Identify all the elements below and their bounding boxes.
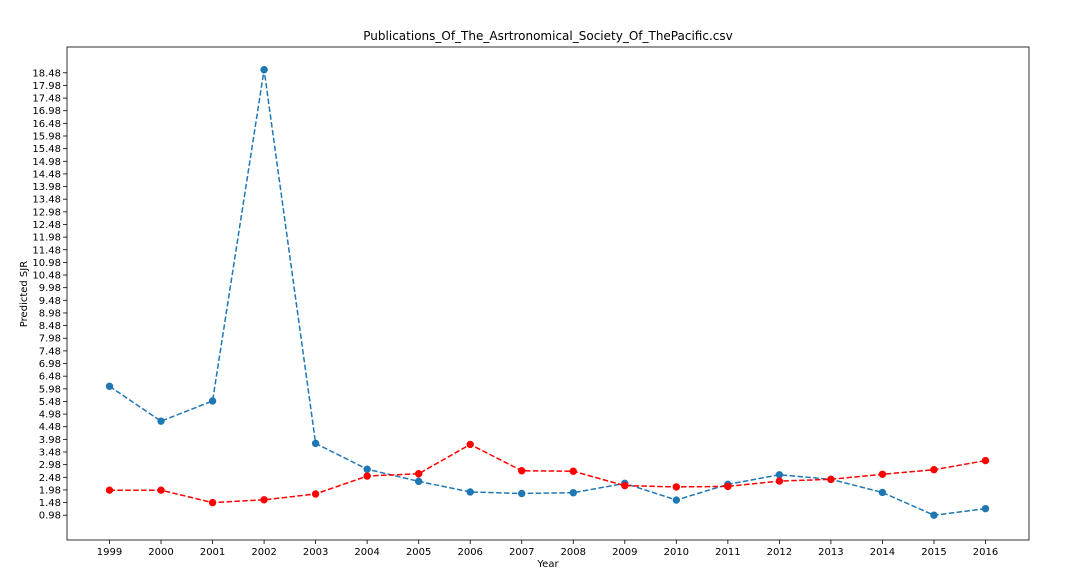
series-1-point [414, 477, 423, 486]
x-tick-label: 2012 [767, 547, 792, 558]
series-2-line [109, 443, 986, 504]
x-tick-label: 2016 [973, 547, 998, 558]
series-2-point [724, 482, 732, 491]
x-tick-label: 2008 [561, 547, 586, 558]
x-tick-label: 2010 [664, 547, 689, 558]
series-2-point [260, 496, 268, 504]
x-tick-label: 2006 [457, 547, 482, 558]
y-tick-label: 7.98 [39, 334, 61, 345]
y-tick-label: 2.48 [39, 473, 61, 484]
y-tick-label: 8.98 [39, 308, 61, 319]
y-tick-label: 9.48 [39, 296, 61, 307]
y-tick-label: 0.98 [39, 511, 61, 522]
series-layer [105, 66, 990, 519]
y-tick-label: 11.48 [32, 245, 61, 256]
series-1-point [981, 504, 990, 513]
series-1-point [878, 488, 887, 497]
y-tick-label: 12.98 [32, 207, 61, 218]
y-tick-label: 8.48 [39, 321, 61, 332]
series-2-point [930, 466, 938, 474]
y-tick-label: 18.48 [32, 68, 61, 79]
y-tick-label: 4.98 [39, 410, 61, 421]
series-2-point [981, 456, 990, 465]
x-tick-label: 2015 [921, 547, 946, 558]
series-2-point [414, 470, 423, 478]
series-2-point [518, 467, 526, 475]
x-axis-label: Year [536, 559, 559, 570]
series-2-point [311, 490, 320, 498]
series-1-point [569, 489, 577, 497]
y-tick-label: 16.48 [32, 119, 61, 130]
series-2-point [105, 486, 114, 494]
y-tick-label: 14.48 [32, 169, 61, 180]
series-1-point [518, 489, 526, 498]
y-tick-label: 11.98 [32, 233, 61, 244]
y-tick-label: 5.98 [39, 384, 61, 395]
series-2-point [466, 440, 474, 449]
y-tick-label: 13.48 [32, 195, 61, 206]
x-tick-label: 2002 [251, 547, 276, 558]
y-tick-label: 10.48 [32, 271, 61, 282]
x-tick-label: 2004 [354, 547, 379, 558]
y-tick-label: 4.48 [39, 422, 61, 433]
y-axis-label: Predicted SJR [19, 261, 30, 327]
x-tick-label: 1999 [97, 547, 122, 558]
series-1-line [109, 69, 986, 516]
series-2-point [878, 470, 887, 478]
y-tick-label: 3.98 [39, 435, 61, 446]
series-1-point [208, 397, 217, 405]
y-tick-label: 6.98 [39, 359, 61, 370]
y-tick-label: 10.98 [32, 258, 61, 269]
y-tick-label: 3.48 [39, 448, 61, 459]
series-2-point [569, 467, 577, 475]
x-axis-ticks: 1999 2000 2001 2002 2003 2004 2005 2006 2007 2008… [97, 540, 998, 558]
y-tick-label: 15.48 [32, 144, 61, 155]
x-tick-label: 2009 [612, 547, 637, 558]
series-1-point [260, 66, 268, 74]
series-1-point [466, 488, 474, 496]
series-2-point [363, 472, 371, 480]
series-2-point [157, 486, 165, 494]
series-1-point [363, 465, 371, 473]
x-tick-label: 2011 [715, 547, 740, 558]
series-1-point [105, 382, 114, 390]
x-tick-label: 2001 [200, 547, 225, 558]
plot-area [66, 46, 1030, 541]
series-2-point [672, 483, 681, 491]
y-tick-label: 1.98 [39, 485, 61, 496]
series-2-point [827, 475, 835, 484]
x-tick-label: 2014 [870, 547, 895, 558]
chart-title: Publications_Of_The_Asrtronomical_Societ… [363, 29, 732, 43]
y-tick-label: 17.98 [32, 81, 61, 92]
x-tick-label: 2013 [818, 547, 843, 558]
series-1-point [930, 511, 938, 519]
y-tick-label: 2.98 [39, 460, 61, 471]
y-tick-label: 16.98 [32, 106, 61, 117]
y-tick-label: 1.48 [39, 498, 61, 509]
x-tick-label: 2005 [406, 547, 431, 558]
y-tick-label: 5.48 [39, 397, 61, 408]
y-tick-label: 7.48 [39, 346, 61, 357]
y-tick-label: 15.98 [32, 131, 61, 142]
series-2-point [775, 477, 784, 485]
series-1-point [775, 471, 784, 479]
y-tick-label: 9.98 [39, 283, 61, 294]
x-tick-label: 2003 [303, 547, 328, 558]
series-2-point [621, 481, 629, 490]
y-tick-label: 12.48 [32, 220, 61, 231]
series-2-point [208, 498, 217, 507]
x-tick-label: 2007 [509, 547, 534, 558]
y-tick-label: 17.48 [32, 94, 61, 105]
y-tick-label: 14.98 [32, 157, 61, 168]
series-1-point [672, 496, 681, 504]
series-1-point [311, 439, 320, 448]
series-1-point [157, 417, 165, 425]
y-tick-label: 6.48 [39, 372, 61, 383]
y-tick-label: 13.98 [32, 182, 61, 193]
y-axis-ticks: 0.98 1.48 1.982.48 2.983.48 3.98 4.484.98 5.48… [32, 68, 67, 522]
x-tick-label: 2000 [148, 547, 173, 558]
